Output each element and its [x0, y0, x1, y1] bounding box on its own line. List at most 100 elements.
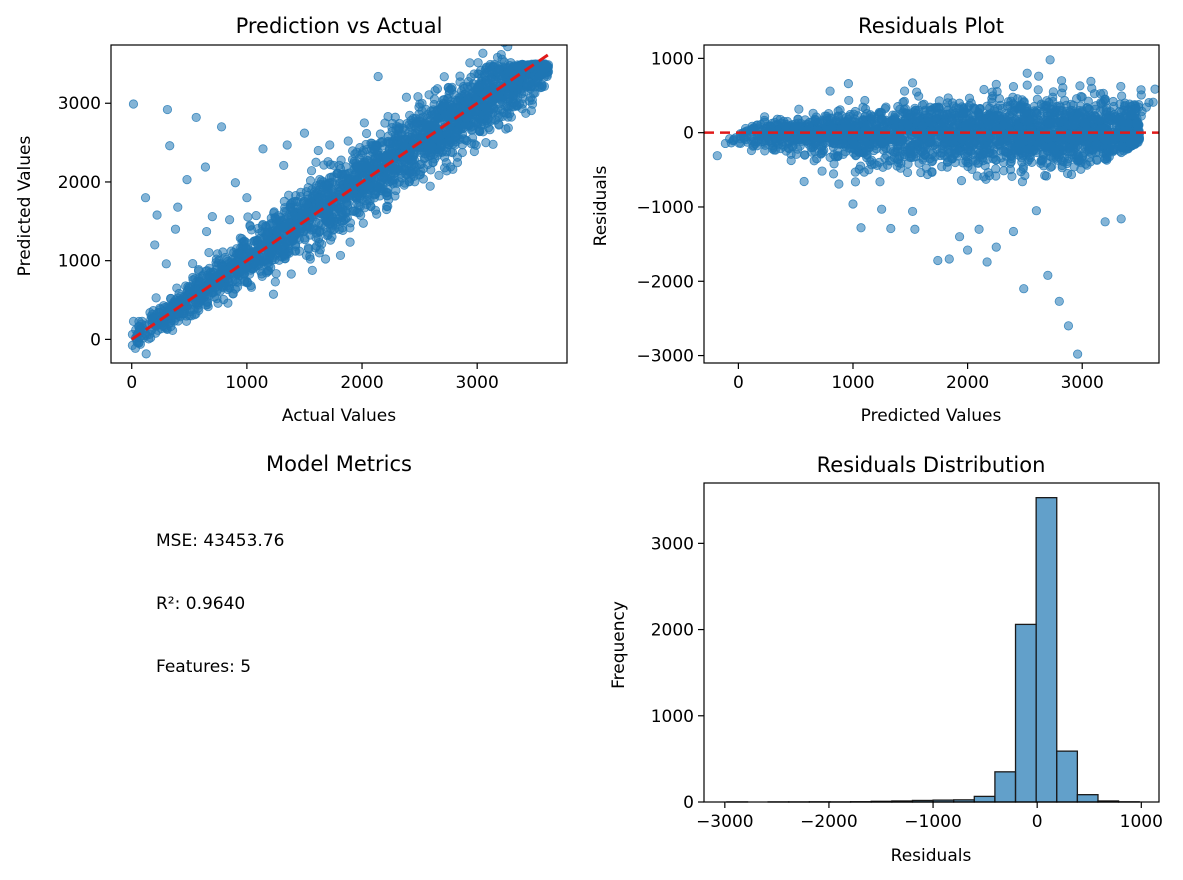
data-point	[228, 289, 238, 299]
data-point	[309, 223, 319, 233]
data-point	[469, 146, 479, 157]
data-point	[417, 106, 427, 116]
data-point	[510, 91, 521, 101]
x-tick-label: 2000	[340, 373, 383, 393]
data-point	[494, 112, 504, 123]
data-point	[501, 124, 511, 134]
data-point	[878, 162, 888, 172]
data-point	[434, 170, 444, 180]
data-point	[428, 118, 438, 128]
data-point	[360, 181, 370, 191]
data-point	[319, 160, 329, 170]
data-point	[459, 134, 469, 144]
data-point	[361, 144, 372, 155]
data-point	[263, 227, 273, 237]
data-point	[294, 246, 305, 256]
data-point	[229, 247, 239, 258]
data-point	[165, 302, 175, 312]
data-point	[346, 174, 356, 184]
data-point	[352, 147, 362, 157]
data-point	[418, 174, 429, 184]
data-point	[267, 218, 278, 229]
data-point	[338, 223, 348, 233]
data-point	[436, 139, 446, 149]
data-point	[150, 240, 160, 250]
data-point	[1040, 170, 1050, 181]
data-point	[383, 111, 393, 122]
data-point	[371, 176, 381, 186]
y-tick-label: 2000	[58, 173, 101, 193]
data-point	[282, 140, 292, 150]
scatter-points	[127, 45, 554, 359]
data-point	[323, 188, 333, 198]
data-point	[407, 169, 417, 179]
data-point	[299, 197, 309, 207]
plot-frame	[110, 44, 568, 364]
data-point	[884, 156, 894, 166]
data-point	[366, 202, 376, 212]
data-point	[505, 67, 515, 77]
data-point	[355, 193, 365, 203]
data-point	[908, 152, 919, 162]
data-point	[447, 148, 458, 158]
data-point	[211, 257, 221, 268]
data-point	[165, 141, 175, 151]
data-point	[501, 101, 511, 112]
data-point	[359, 118, 369, 128]
data-point	[370, 145, 380, 155]
data-point	[320, 254, 331, 264]
data-point	[1101, 106, 1111, 116]
data-point	[537, 82, 547, 92]
data-point	[450, 132, 461, 142]
data-point	[173, 202, 183, 212]
data-point	[376, 183, 386, 193]
data-point	[508, 82, 518, 92]
data-point	[1166, 88, 1174, 96]
data-point	[1063, 168, 1073, 179]
data-point	[151, 293, 161, 303]
data-point	[252, 237, 262, 248]
y-tick-label: 1000	[58, 252, 101, 272]
data-point	[413, 92, 423, 102]
data-point	[924, 137, 934, 148]
data-point	[860, 95, 870, 106]
data-point	[303, 243, 313, 253]
data-point	[536, 65, 547, 75]
data-point	[452, 157, 463, 168]
data-point	[181, 316, 192, 326]
data-point	[239, 236, 250, 246]
data-point	[373, 71, 383, 82]
data-point	[1077, 92, 1087, 102]
data-point	[128, 99, 139, 109]
data-point	[416, 166, 426, 176]
data-point	[1007, 171, 1017, 181]
data-point	[496, 71, 506, 81]
data-point	[164, 318, 174, 329]
data-point	[388, 179, 398, 189]
data-point	[311, 157, 321, 167]
data-point	[356, 210, 366, 220]
data-point	[462, 82, 472, 92]
data-point	[315, 174, 325, 185]
data-point	[419, 149, 430, 159]
data-point	[202, 299, 213, 310]
data-point	[817, 166, 827, 176]
data-point	[983, 140, 993, 150]
data-point	[200, 162, 211, 172]
data-point	[927, 167, 937, 177]
data-point	[303, 182, 313, 193]
data-point	[401, 92, 412, 102]
data-point	[876, 108, 887, 118]
data-point	[262, 266, 272, 276]
data-point	[358, 218, 368, 228]
data-point	[170, 224, 181, 234]
data-point	[204, 247, 214, 258]
data-point	[479, 102, 489, 112]
data-point	[835, 105, 845, 115]
data-point	[458, 124, 468, 134]
data-point	[914, 158, 924, 168]
data-point	[834, 179, 844, 189]
data-point	[192, 287, 202, 297]
y-tick-label: 3000	[58, 94, 101, 114]
